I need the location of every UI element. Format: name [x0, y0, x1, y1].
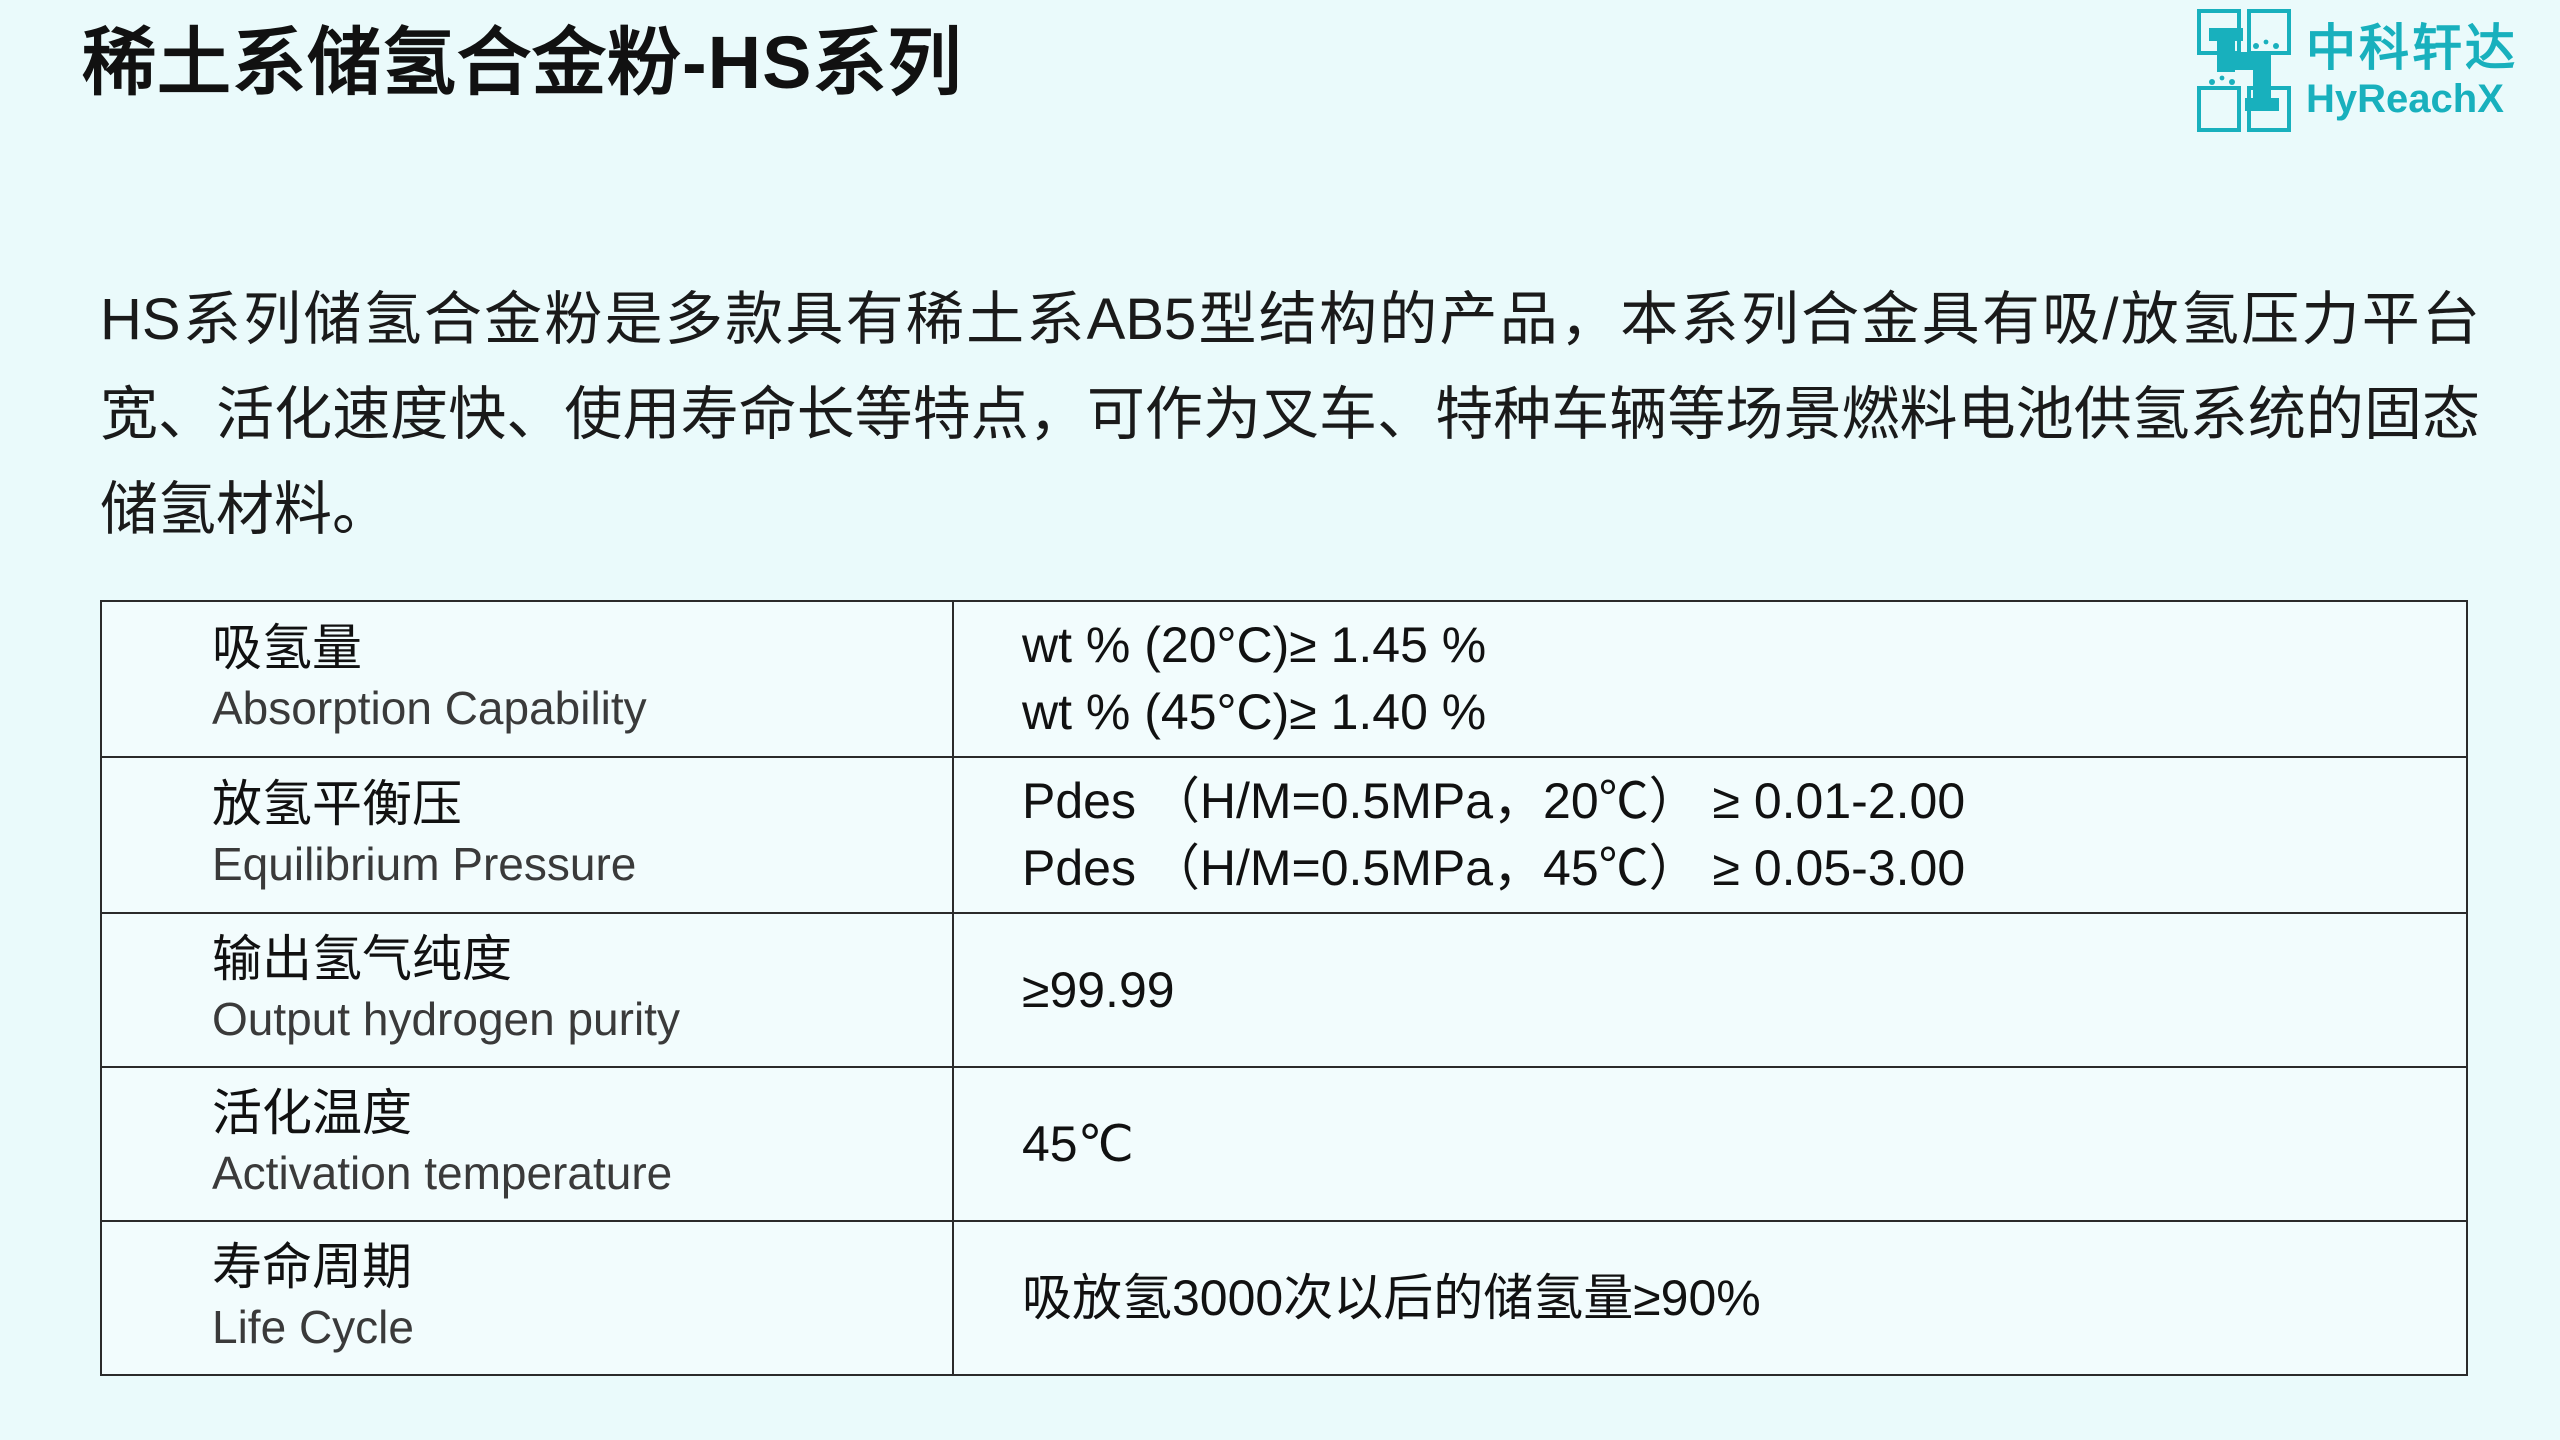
table-row: 寿命周期 Life Cycle 吸放氢3000次以后的储氢量≥90% — [100, 1220, 2468, 1376]
specification-table: 吸氢量 Absorption Capability wt % (20°C)≥ 1… — [100, 600, 2468, 1376]
hyreachx-h-logo-icon — [2197, 9, 2291, 132]
logo-company-en: HyReachX — [2306, 77, 2504, 121]
company-logo: 中科轩达 HyReachX — [2196, 8, 2518, 134]
logo-company-cn: 中科轩达 — [2306, 20, 2518, 76]
spec-value-line: 吸放氢3000次以后的储氢量≥90% — [1022, 1270, 1761, 1326]
spec-label-en: Activation temperature — [212, 1146, 673, 1199]
spec-value-cell: 45℃ — [952, 1066, 2468, 1222]
spec-value-cell: wt % (20°C)≥ 1.45 % wt % (45°C)≥ 1.40 % — [952, 600, 2468, 758]
spec-value-line: wt % (20°C)≥ 1.45 % — [1022, 617, 1487, 673]
spec-label-cn: 寿命周期 — [212, 1239, 412, 1295]
spec-label-cell: 活化温度 Activation temperature — [100, 1066, 954, 1222]
intro-paragraph: HS系列储氢合金粉是多款具有稀土系AB5型结构的产品，本系列合金具有吸/放氢压力… — [100, 287, 2480, 542]
spec-label-cell: 寿命周期 Life Cycle — [100, 1220, 954, 1376]
table-row: 输出氢气纯度 Output hydrogen purity ≥99.99 — [100, 912, 2468, 1068]
spec-value-cell: ≥99.99 — [952, 912, 2468, 1068]
spec-label-en: Absorption Capability — [212, 681, 647, 734]
spec-label-cell: 放氢平衡压 Equilibrium Pressure — [100, 756, 954, 914]
spec-label-cn: 吸氢量 — [212, 620, 362, 676]
page-title: 稀土系储氢合金粉-HS系列 — [82, 21, 963, 104]
spec-value-line: ≥99.99 — [1022, 962, 1175, 1018]
spec-value-line: 45℃ — [1022, 1116, 1134, 1172]
spec-label-cn: 活化温度 — [212, 1085, 412, 1141]
spec-value-cell: 吸放氢3000次以后的储氢量≥90% — [952, 1220, 2468, 1376]
spec-label-en: Life Cycle — [212, 1300, 414, 1353]
spec-table-body: 吸氢量 Absorption Capability wt % (20°C)≥ 1… — [100, 600, 2468, 1376]
table-row: 活化温度 Activation temperature 45℃ — [100, 1066, 2468, 1222]
spec-label-en: Equilibrium Pressure — [212, 837, 637, 890]
spec-label-cn: 放氢平衡压 — [212, 776, 462, 832]
spec-value-line: Pdes （H/M=0.5MPa，45℃） ≥ 0.05-3.00 — [1022, 840, 1966, 896]
spec-label-cell: 输出氢气纯度 Output hydrogen purity — [100, 912, 954, 1068]
spec-value-cell: Pdes （H/M=0.5MPa，20℃） ≥ 0.01-2.00 Pdes （… — [952, 756, 2468, 914]
table-row: 放氢平衡压 Equilibrium Pressure Pdes （H/M=0.5… — [100, 756, 2468, 914]
logo-text-group: 中科轩达 HyReachX — [2306, 23, 2518, 119]
spec-value-line: wt % (45°C)≥ 1.40 % — [1022, 684, 1487, 740]
spec-label-cn: 输出氢气纯度 — [212, 931, 512, 987]
spec-label-en: Output hydrogen purity — [212, 992, 680, 1045]
spec-value-line: Pdes （H/M=0.5MPa，20℃） ≥ 0.01-2.00 — [1022, 773, 1966, 829]
table-row: 吸氢量 Absorption Capability wt % (20°C)≥ 1… — [100, 600, 2468, 758]
spec-label-cell: 吸氢量 Absorption Capability — [100, 600, 954, 758]
